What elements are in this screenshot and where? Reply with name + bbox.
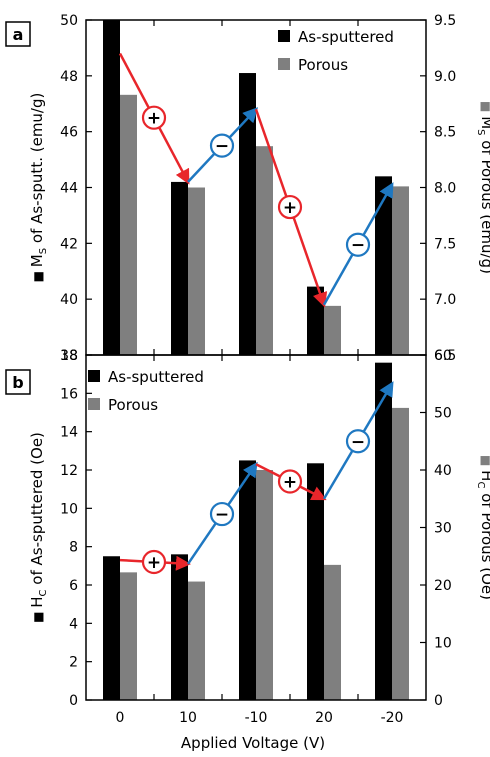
legend-label: Porous [298,56,348,74]
sign-symbol: − [215,505,229,525]
tick-label-right: 30 [434,521,452,537]
bar-porous [188,581,205,700]
tick-label-right: 9.0 [434,69,456,85]
sign-symbol: + [147,553,161,573]
legend-swatch [88,370,100,382]
bar-as-sputtered [375,362,392,700]
category-label: 20 [315,710,333,726]
panel-letter: b [12,373,23,392]
bar-as-sputtered [171,554,188,700]
y-axis-label-right: ■ HC of Porous (Oe) [475,455,490,600]
bar-as-sputtered [307,463,324,700]
panel-letter: a [13,25,24,44]
legend-swatch [278,58,290,70]
tick-label-right: 7.0 [434,292,456,308]
tick-label-right: 20 [434,578,452,594]
bar-as-sputtered [103,556,120,700]
tick-label-left: 2 [69,655,78,671]
tick-label-left: 4 [69,616,78,632]
bar-porous [120,572,137,700]
sign-symbol: − [351,236,365,256]
tick-label-left: 12 [60,463,78,479]
legend-swatch [278,30,290,42]
bar-as-sputtered [239,73,256,356]
tick-label-left: 0 [69,693,78,709]
plus-marker [141,549,167,575]
tick-label-left: 40 [60,292,78,308]
bar-as-sputtered [239,460,256,700]
bar-as-sputtered [375,176,392,355]
sign-symbol: − [351,432,365,452]
tick-label-left: 44 [60,181,78,197]
bar-porous [392,407,409,700]
minus-marker [209,133,235,158]
tick-label-right: 10 [434,636,452,652]
category-label: 10 [179,710,197,726]
plus-marker [277,194,303,220]
plus-marker [277,469,303,494]
bar-as-sputtered [171,181,188,355]
legend-label: As-sputtered [108,368,204,386]
tick-label-left: 16 [60,386,78,402]
bar-porous [324,564,341,700]
panel-letter-box [5,369,31,395]
tick-label-right: 6.5 [434,348,456,364]
bar-porous [120,94,137,356]
tick-label-right: 7.5 [434,236,456,252]
panel-letter-box [5,21,31,47]
tick-label-left: 48 [60,69,78,85]
tick-label-left: 14 [60,425,78,441]
y-axis-label-left: ■ HC of As-sputtered (Oe) [28,432,49,623]
tick-label-left: 38 [60,348,78,364]
minus-marker [209,501,235,527]
bar-as-sputtered [103,20,120,355]
bar-porous [256,146,273,355]
sign-symbol: + [283,198,297,218]
tick-label-right: 50 [434,406,452,422]
tick-label-left: 18 [60,348,78,364]
tick-label-left: 6 [69,578,78,594]
sign-symbol: + [147,109,161,129]
minus-marker [345,232,371,257]
sign-symbol: + [283,473,297,493]
tick-label-right: 9.5 [434,13,456,29]
legend-label: As-sputtered [298,28,394,46]
category-label: 0 [116,710,125,726]
plus-marker [141,105,167,130]
bar-porous [324,305,341,355]
x-axis-label: Applied Voltage (V) [181,734,325,752]
tick-label-left: 50 [60,13,78,29]
tick-label-right: 8.0 [434,181,456,197]
tick-label-right: 40 [434,463,452,479]
category-label: -20 [381,710,404,726]
y-axis-label-left: ■ MS of As-sputt. (emu/g) [28,93,49,283]
panel-b: 0 2 4 6 8 10 12 14 16 18 0 10 20 30 40 50 60 b ■ HC of As-… [5,348,490,726]
category-label: -10 [245,710,268,726]
tick-label-right: 0 [434,693,443,709]
bar-porous [188,187,205,355]
tick-label-left: 46 [60,125,78,141]
tick-label-left: 10 [60,501,78,517]
minus-marker [345,429,371,454]
legend-label: Porous [108,396,158,414]
bar-porous [392,186,409,355]
legend-swatch [88,398,100,410]
tick-label-left: 8 [69,540,78,556]
tick-label-right: 8.5 [434,125,456,141]
bar-porous [256,470,273,700]
tick-label-left: 42 [60,236,78,252]
sign-symbol: − [215,137,229,157]
tick-label-right: 60 [434,348,452,364]
panel-a: 38 40 42 44 46 48 50 6.5 7.0 7.5 8.0 8.5 9.0 9.5 a ■ MS… [5,13,490,364]
y-axis-label-right: ■ MS of Porous (emu/g) [475,101,490,274]
